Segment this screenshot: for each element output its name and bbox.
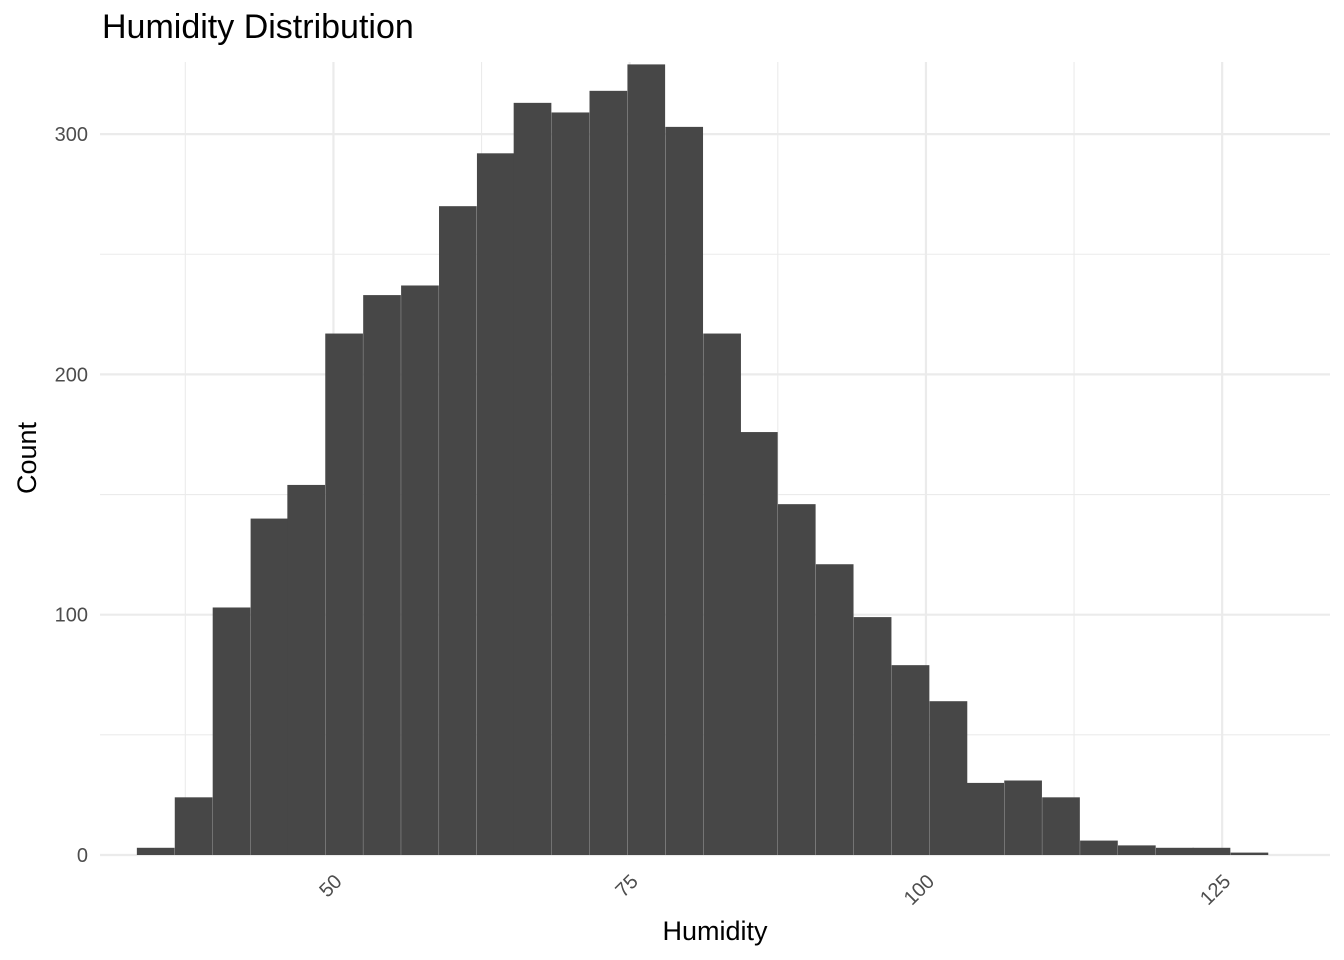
histogram-bar-30 (1230, 852, 1269, 855)
chart-title: Humidity Distribution (102, 8, 414, 46)
histogram-bar-2 (174, 797, 213, 855)
histogram-bar-1 (136, 847, 175, 855)
histogram-bar-21 (891, 665, 930, 855)
histogram-bar-4 (250, 518, 289, 855)
y-axis-title: Count (12, 421, 42, 494)
x-tick-label: 100 (900, 871, 939, 910)
histogram-bar-7 (363, 295, 401, 855)
histogram-bar-25 (1042, 797, 1080, 855)
y-tick-label: 100 (55, 605, 88, 627)
x-tick-label: 125 (1196, 871, 1235, 910)
histogram-bar-26 (1080, 840, 1118, 855)
histogram-bar-9 (439, 206, 477, 855)
histogram-bar-8 (401, 285, 439, 855)
histogram-bar-19 (815, 564, 854, 855)
histogram-bar-3 (212, 607, 251, 855)
y-tick-label: 300 (55, 124, 88, 146)
histogram-bar-18 (777, 504, 816, 855)
histogram-bar-16 (703, 333, 741, 855)
histogram-bar-13 (589, 90, 628, 855)
histogram-bar-17 (740, 432, 778, 855)
histogram-bar-11 (513, 102, 552, 856)
y-tick-label: 200 (55, 364, 88, 386)
histogram-bar-15 (665, 126, 704, 855)
histogram-bar-6 (325, 333, 363, 855)
histogram-bar-27 (1118, 845, 1156, 855)
histogram-bar-29 (1192, 847, 1231, 855)
y-tick-label: 0 (77, 845, 88, 867)
x-tick-label: 50 (315, 871, 346, 902)
histogram-bar-20 (853, 617, 892, 855)
bar-layer (136, 64, 1269, 856)
histogram-bar-28 (1155, 847, 1194, 855)
histogram-bar-23 (966, 782, 1005, 855)
histogram-bar-14 (627, 64, 666, 856)
x-tick-label: 75 (612, 871, 643, 902)
histogram-bar-10 (476, 153, 515, 855)
histogram-bar-5 (287, 484, 326, 855)
x-axis-title: Humidity (662, 916, 768, 946)
histogram-bar-22 (929, 701, 968, 855)
histogram-bar-12 (551, 112, 590, 856)
histogram-bar-24 (1004, 780, 1042, 855)
